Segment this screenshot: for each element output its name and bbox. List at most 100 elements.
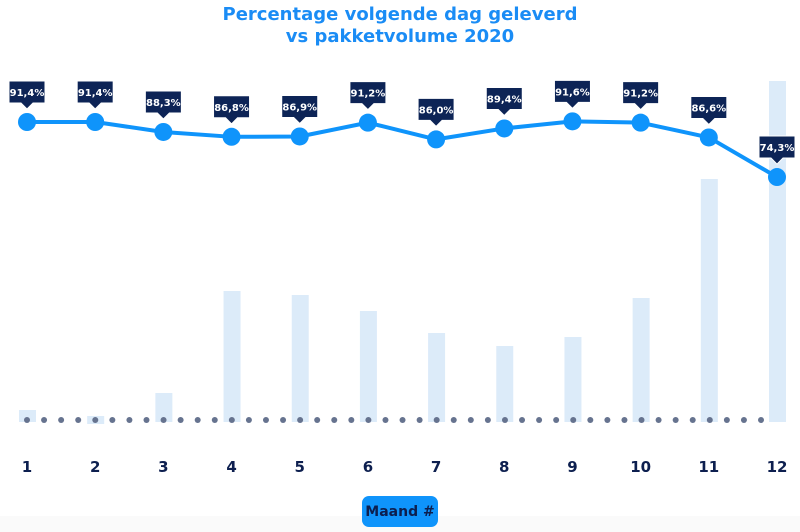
volume-bar xyxy=(155,393,173,422)
axis-dot xyxy=(143,417,150,423)
axis-dot xyxy=(655,417,662,423)
x-tick-label: 12 xyxy=(767,458,788,476)
axis-dot xyxy=(92,417,99,423)
chart-title: Percentage volgende dag geleverd vs pakk… xyxy=(0,4,800,48)
data-label-box xyxy=(281,94,319,125)
percentage-point xyxy=(495,119,514,138)
data-label-box xyxy=(690,95,728,126)
data-label-box xyxy=(8,80,46,110)
axis-dot xyxy=(536,417,543,423)
percentage-point xyxy=(699,128,718,147)
volume-bar xyxy=(223,291,241,422)
percentage-point xyxy=(222,127,241,146)
axis-dot xyxy=(689,417,696,423)
axis-dot xyxy=(621,417,628,423)
data-label-box xyxy=(349,81,387,111)
axis-dot xyxy=(228,417,235,423)
axis-dot xyxy=(467,417,474,423)
axis-dot xyxy=(262,417,269,423)
data-label-box xyxy=(622,81,660,111)
volume-bar xyxy=(564,337,582,422)
percentage-line xyxy=(27,119,779,179)
axis-dot xyxy=(41,417,48,423)
axis-dot xyxy=(706,417,713,423)
chart-title-line1: Percentage volgende dag geleverd xyxy=(222,4,578,25)
axis-dot xyxy=(314,417,321,423)
data-label: 91,6% xyxy=(555,87,590,98)
x-tick-label: 6 xyxy=(363,458,373,476)
axis-dot xyxy=(638,417,645,423)
data-label: 91,4% xyxy=(78,88,113,99)
x-tick-label: 2 xyxy=(90,458,100,476)
x-tick-label: 10 xyxy=(630,458,651,476)
percentage-point xyxy=(18,113,36,131)
data-label-box xyxy=(417,97,455,128)
volume-bar xyxy=(700,179,718,422)
axis-dot xyxy=(177,417,184,423)
axis-dot xyxy=(126,417,133,423)
axis-dot xyxy=(433,417,440,423)
axis-dot xyxy=(587,417,594,423)
data-label: 91,2% xyxy=(623,89,658,100)
percentage-point xyxy=(631,113,650,132)
axis-dot xyxy=(194,417,201,423)
axis-dot xyxy=(519,417,526,423)
axis-dot xyxy=(672,417,679,423)
chart-plot: 91,4% 1 91,4% 2 88,3% 3 86,8% 4 86,9% 5 91,2% 6 86,0… xyxy=(8,79,796,476)
x-tick-label: 3 xyxy=(158,458,168,476)
axis-dot xyxy=(24,417,30,423)
volume-bar xyxy=(769,81,786,422)
data-label-box xyxy=(758,135,796,165)
axis-dot xyxy=(75,417,82,423)
data-label-box xyxy=(485,86,523,117)
percentage-point xyxy=(86,113,105,131)
volume-bar xyxy=(359,311,377,422)
data-label: 88,3% xyxy=(146,98,181,109)
axis-dot xyxy=(723,417,730,423)
percentage-point xyxy=(358,113,377,132)
data-label: 86,0% xyxy=(419,105,454,116)
x-tick-label: 5 xyxy=(295,458,305,476)
volume-bar xyxy=(428,333,446,422)
percentage-point xyxy=(427,130,446,149)
x-tick-label: 9 xyxy=(567,458,577,476)
percentage-point xyxy=(563,112,582,131)
data-label: 91,2% xyxy=(351,89,386,100)
data-label: 91,4% xyxy=(10,88,45,99)
axis-dot xyxy=(399,417,406,423)
data-label: 86,8% xyxy=(214,103,249,114)
x-tick-label: 11 xyxy=(698,458,719,476)
axis-dot xyxy=(109,417,116,423)
volume-bar xyxy=(632,298,650,422)
axis-dot xyxy=(604,417,611,423)
axis-dot xyxy=(740,417,747,423)
axis-dot xyxy=(484,417,491,423)
axis-dot xyxy=(348,417,355,423)
x-tick-label: 4 xyxy=(226,458,236,476)
data-label: 86,9% xyxy=(282,102,317,113)
data-label-box xyxy=(144,90,182,120)
data-label: 74,3% xyxy=(760,143,795,154)
axis-dot xyxy=(501,417,508,423)
axis-dot xyxy=(280,417,287,423)
axis-dot xyxy=(160,417,167,423)
axis-dot xyxy=(553,417,560,423)
axis-dot xyxy=(365,417,372,423)
x-axis-label-button[interactable]: Maand # xyxy=(362,496,438,527)
data-label-box xyxy=(76,80,114,110)
data-label: 89,4% xyxy=(487,94,522,105)
volume-bar xyxy=(291,295,309,422)
data-label-box xyxy=(213,95,251,125)
axis-dot xyxy=(758,417,765,423)
chart-subtitle: vs pakketvolume 2020 xyxy=(285,26,515,47)
axis-dot xyxy=(331,417,338,423)
axis-dot xyxy=(450,417,457,423)
axis-dot xyxy=(416,417,423,423)
axis-dot xyxy=(211,417,218,423)
axis-dot xyxy=(382,417,389,423)
data-label-box xyxy=(553,79,591,110)
axis-dot xyxy=(570,417,577,423)
volume-bar xyxy=(496,346,514,422)
axis-dot xyxy=(297,417,304,423)
x-tick-label: 8 xyxy=(499,458,509,476)
